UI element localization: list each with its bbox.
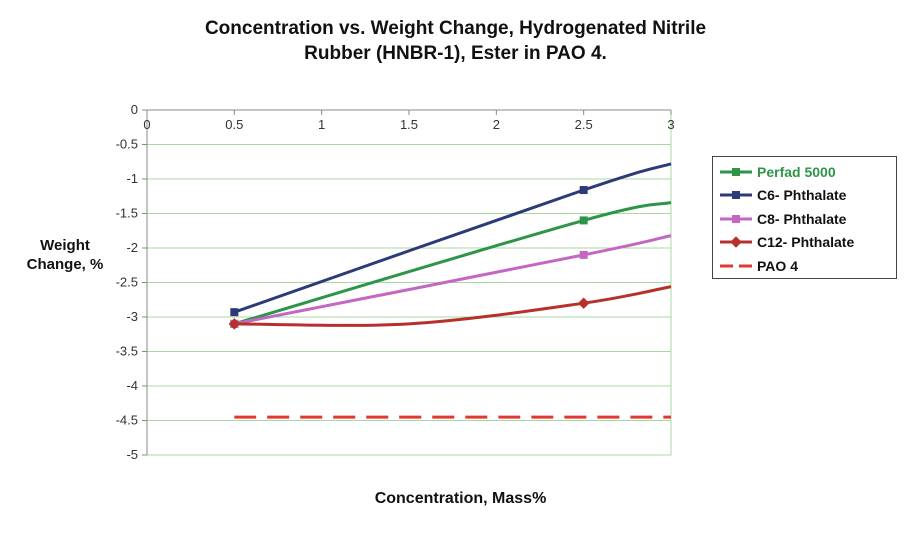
x-tick-label: 2 [493, 117, 500, 132]
x-axis-label: Concentration, Mass% [374, 490, 547, 507]
chart-title-line-2: Rubber (HNBR-1), Ester in PAO 4. [304, 43, 607, 64]
data-point-c12-phthalate [577, 297, 590, 309]
y-tick-label: -0.5 [116, 137, 138, 152]
y-tick-label: -1.5 [116, 206, 138, 221]
y-tick-label: -4.5 [116, 413, 138, 428]
legend-item-c6-phthalate: C6- Phthalate [719, 184, 896, 208]
y-tick-label: -2 [126, 240, 138, 255]
series-line-c12-phthalate [234, 285, 672, 327]
chart-title: Concentration vs. Weight Change, Hydroge… [0, 16, 911, 66]
chart-legend: Perfad 5000 C6- Phthalate C8- Phthalate … [712, 156, 897, 279]
legend-label-pao-4: PAO 4 [757, 257, 798, 274]
series-c6-phthalate [230, 162, 672, 317]
x-tick-label: 2.5 [575, 117, 593, 132]
y-tick-label: -3 [126, 309, 138, 324]
x-tick-label: 1 [318, 117, 325, 132]
series-line-c6-phthalate [233, 162, 672, 314]
y-axis-label-line-1: Weight [40, 237, 90, 254]
legend-item-c8-phthalate: C8- Phthalate [719, 207, 896, 231]
legend-swatch-pao-4 [720, 264, 752, 268]
legend-label-perfad-5000: Perfad 5000 [757, 163, 836, 180]
legend-item-pao-4: PAO 4 [719, 254, 896, 278]
legend-label-c12-phthalate: C12- Phthalate [757, 234, 855, 251]
legend-marker-c8-phthalate [732, 214, 740, 223]
data-point-c8-phthalate [579, 250, 588, 259]
legend-label-c8-phthalate: C8- Phthalate [757, 210, 847, 227]
data-point-c6-phthalate [230, 308, 239, 317]
legend-marker-c6-phthalate [732, 191, 740, 200]
legend-swatch-c6-phthalate [720, 191, 752, 200]
y-tick-label: 0 [131, 102, 138, 117]
legend-marker-perfad-5000 [732, 167, 740, 176]
series-line-c8-phthalate [234, 234, 672, 326]
y-tick-label: -4 [126, 378, 138, 393]
y-axis-label: Weight Change, % [10, 236, 120, 274]
x-tick-label: 0.5 [225, 117, 243, 132]
y-tick-label: -1 [126, 171, 138, 186]
y-tick-label: -2.5 [116, 275, 138, 290]
legend-marker-c12-phthalate [730, 236, 742, 248]
y-axis-label-line-2: Change, % [26, 256, 104, 273]
legend-item-c12-phthalate: C12- Phthalate [719, 231, 896, 255]
chart-title-line-1: Concentration vs. Weight Change, Hydroge… [204, 18, 707, 39]
x-tick-label: 0 [143, 117, 150, 132]
data-point-perfad-5000 [579, 216, 588, 225]
legend-swatch-c12-phthalate [720, 236, 752, 248]
x-tick-label: 1.5 [400, 117, 418, 132]
legend-swatch-perfad-5000 [720, 167, 752, 176]
data-point-c12-phthalate [228, 318, 241, 330]
series-c12-phthalate [228, 285, 672, 330]
x-tick-label: 3 [667, 117, 674, 132]
series-line-perfad-5000 [233, 201, 672, 326]
y-tick-label: -5 [126, 447, 138, 462]
legend-label-c6-phthalate: C6- Phthalate [757, 187, 847, 204]
legend-swatch-c8-phthalate [720, 214, 752, 223]
y-tick-label: -3.5 [116, 344, 138, 359]
data-point-c6-phthalate [579, 186, 588, 195]
legend-item-perfad-5000: Perfad 5000 [719, 160, 896, 184]
